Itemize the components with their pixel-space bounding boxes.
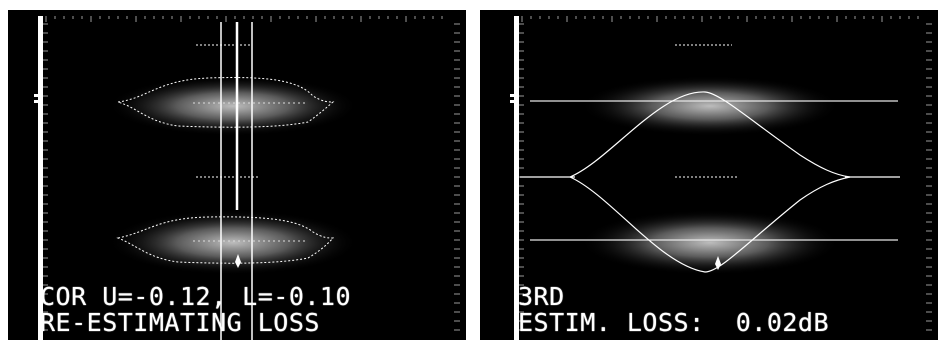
upper-eye-contour [117,77,335,128]
lower-eye-contour [116,216,335,264]
eye-diagram-left-graphic [34,16,460,340]
eye-diagram-right-graphic [510,16,932,340]
sample-marker [235,254,241,268]
upper-response-trace [569,91,851,178]
sample-marker [715,256,721,270]
eye-diagram-screen-right: 3RD ESTIM. LOSS: 0.02dB [480,10,938,340]
lower-eye-glow [580,210,840,275]
eye-diagram-screen-left: COR U=-0.12, L=-0.10 RE-ESTIMATING LOSS [8,10,466,340]
status-text-line2: ESTIM. LOSS: 0.02dB [518,308,830,337]
status-text-line1: 3RD [518,282,565,311]
upper-eye-glow [580,76,840,136]
upper-eye-glow [108,76,358,136]
vertical-axis-bar [38,16,43,340]
lower-eye-glow [108,210,358,275]
status-text-line2: RE-ESTIMATING LOSS [40,308,320,337]
graticule-ticks [43,16,460,331]
status-text-line1: COR U=-0.12, L=-0.10 [40,282,352,311]
graticule-ticks [519,16,932,331]
vertical-axis-bar [514,16,519,340]
